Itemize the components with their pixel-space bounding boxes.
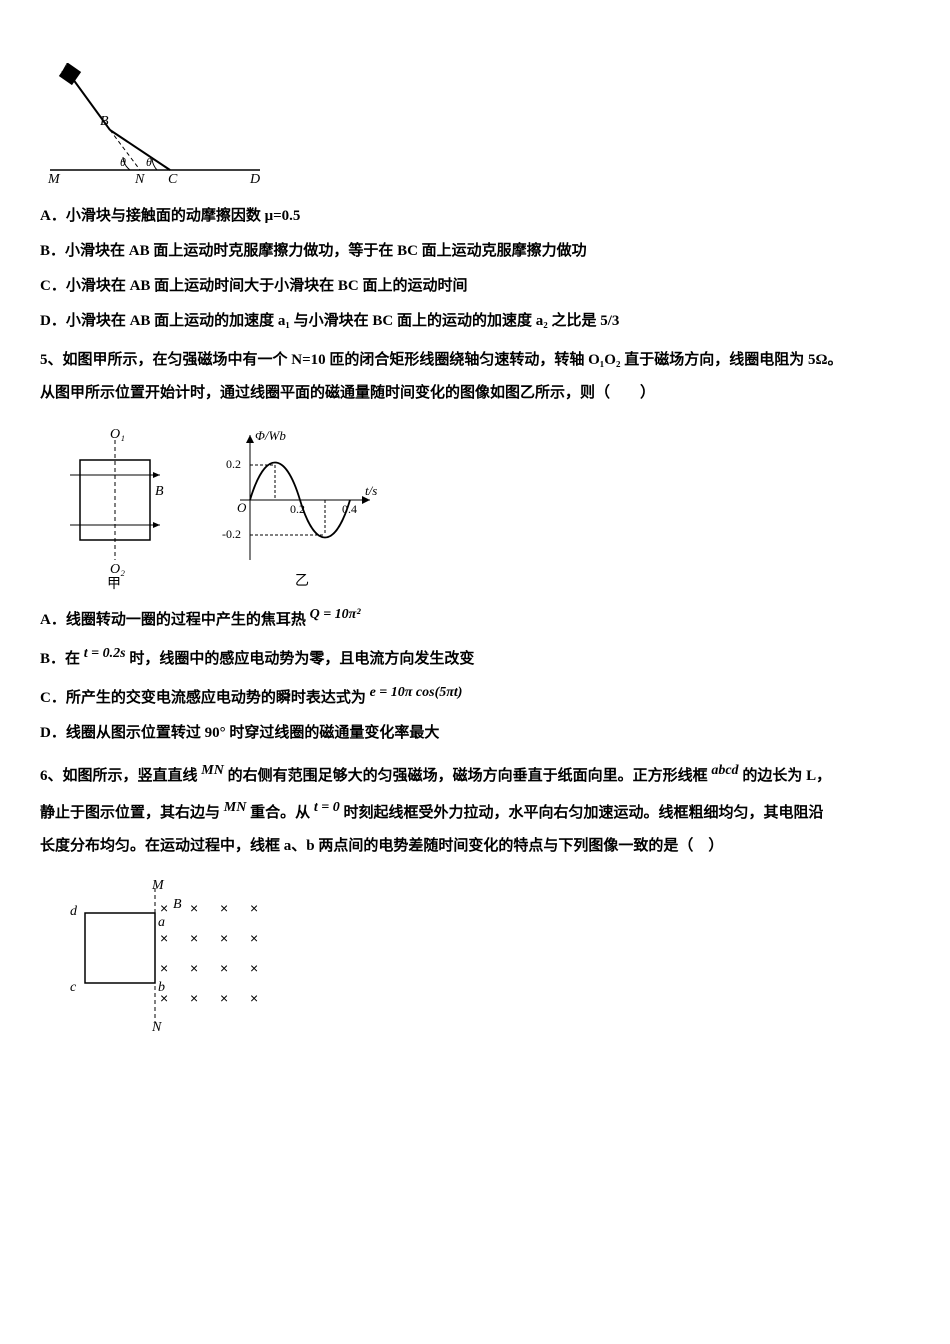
q5-option-A: A．线圈转动一圈的过程中产生的焦耳热 Q = 10π²: [40, 600, 910, 637]
q4-option-C: C．小滑块在 AB 面上运动时间大于小滑块在 BC 面上的运动时间: [40, 270, 910, 303]
q5A-formula: Q = 10π²: [310, 607, 361, 622]
q5-svg: O₁ O₂ B 甲 Φ/Wb t/s O 0.2 -0.2 0.2 0.4 乙: [40, 420, 380, 590]
svg-text:×: ×: [190, 960, 198, 976]
svg-text:×: ×: [190, 990, 198, 1006]
q6-p2c: 时刻起线框受外力拉动，水平向右匀加速运动。线框粗细均匀，其电阻沿: [343, 805, 823, 821]
label-M: M: [151, 878, 165, 893]
q4-option-A: A．小滑块与接触面的动摩擦因数 μ=0.5: [40, 200, 910, 233]
q6-svg: ×××× ×××× ×××× ×××× M N d c a b B: [60, 873, 270, 1033]
label-B: B: [100, 114, 109, 129]
label-O2: O₂: [110, 562, 125, 577]
label-C: C: [168, 172, 178, 187]
svg-text:×: ×: [220, 900, 228, 916]
label-x1: 0.2: [290, 502, 305, 516]
label-theta2: θ: [146, 155, 152, 169]
label-D: D: [249, 172, 260, 187]
q5-stem1: 5、如图甲所示，在匀强磁场中有一个 N=10 匝的闭合矩形线圈绕轴匀速转动，转轴…: [40, 352, 842, 368]
q4-option-B: B．小滑块在 AB 面上运动时克服摩擦力做功，等于在 BC 面上运动克服摩擦力做…: [40, 235, 910, 268]
svg-text:×: ×: [160, 930, 168, 946]
q5-option-C: C．所产生的交变电流感应电动势的瞬时表达式为 e = 10π cos(5πt): [40, 678, 910, 715]
q6-MN1: MN: [201, 763, 224, 778]
label-c: c: [70, 980, 77, 995]
label-a: a: [158, 915, 165, 930]
label-y1: 0.2: [226, 457, 241, 471]
q4-figure: A B M N C D θ θ: [40, 60, 910, 190]
q5B-post: 时，线圈中的感应电动势为零，且电流方向发生改变: [129, 651, 474, 667]
label-y2: -0.2: [222, 527, 241, 541]
label-O1: O₁: [110, 427, 125, 442]
label-Bfield: B: [155, 484, 164, 499]
q6-p2a: 静止于图示位置，其右边与: [40, 805, 220, 821]
q5-option-B: B．在 t = 0.2s 时，线圈中的感应电动势为零，且电流方向发生改变: [40, 639, 910, 676]
label-t: t/s: [365, 483, 377, 498]
label-d: d: [70, 904, 78, 919]
q6-p2b: 重合。从: [250, 805, 310, 821]
svg-text:×: ×: [160, 900, 168, 916]
q5-stem2: 从图甲所示位置开始计时，通过线圈平面的磁通量随时间变化的图像如图乙所示，则（ ）: [40, 385, 655, 401]
q6-t0: t = 0: [314, 800, 340, 815]
label-b: b: [158, 980, 165, 995]
q5C-formula: e = 10π cos(5πt): [370, 685, 463, 700]
svg-text:×: ×: [160, 960, 168, 976]
q5B-formula: t = 0.2s: [84, 646, 126, 661]
label-theta1: θ: [120, 155, 126, 169]
label-jia: 甲: [107, 577, 121, 590]
q5A-pre: A．线圈转动一圈的过程中产生的焦耳热: [40, 612, 306, 628]
q6-p1a: 6、如图所示，竖直直线: [40, 768, 198, 784]
svg-text:×: ×: [220, 990, 228, 1006]
label-N: N: [134, 172, 145, 187]
q6-p1b: 的右侧有范围足够大的匀强磁场，磁场方向垂直于纸面向里。正方形线框: [228, 768, 708, 784]
q6-p1c: 的边长为 L，: [742, 768, 831, 784]
label-phi: Φ/Wb: [255, 428, 286, 443]
label-A: A: [61, 61, 71, 76]
q6-abcd: abcd: [711, 763, 738, 778]
svg-text:×: ×: [250, 930, 258, 946]
q6-MN2: MN: [224, 800, 247, 815]
label-x2: 0.4: [342, 502, 357, 516]
label-O: O: [237, 500, 247, 515]
svg-text:×: ×: [250, 900, 258, 916]
q5B-pre: B．在: [40, 651, 80, 667]
svg-text:×: ×: [220, 930, 228, 946]
label-N: N: [151, 1020, 162, 1033]
q6-p3: 长度分布均匀。在运动过程中，线框 a、b 两点间的电势差随时间变化的特点与下列图…: [40, 838, 723, 854]
q6-figure: ×××× ×××× ×××× ×××× M N d c a b B: [60, 873, 910, 1033]
q4-option-D: D．小滑块在 AB 面上运动的加速度 a₁ 与小滑块在 BC 面上的运动的加速度…: [40, 305, 910, 338]
svg-text:×: ×: [190, 930, 198, 946]
svg-text:×: ×: [190, 900, 198, 916]
label-yi: 乙: [295, 573, 309, 589]
svg-text:×: ×: [250, 990, 258, 1006]
label-M: M: [47, 172, 61, 187]
svg-text:×: ×: [250, 960, 258, 976]
q5-option-D: D．线圈从图示位置转过 90° 时穿过线圈的磁通量变化率最大: [40, 717, 910, 750]
q5-figure: O₁ O₂ B 甲 Φ/Wb t/s O 0.2 -0.2 0.2 0.4 乙: [40, 420, 910, 590]
svg-text:×: ×: [220, 960, 228, 976]
q5C-pre: C．所产生的交变电流感应电动势的瞬时表达式为: [40, 690, 366, 706]
label-Bfield6: B: [173, 897, 182, 912]
q4-svg: A B M N C D θ θ: [40, 60, 270, 190]
